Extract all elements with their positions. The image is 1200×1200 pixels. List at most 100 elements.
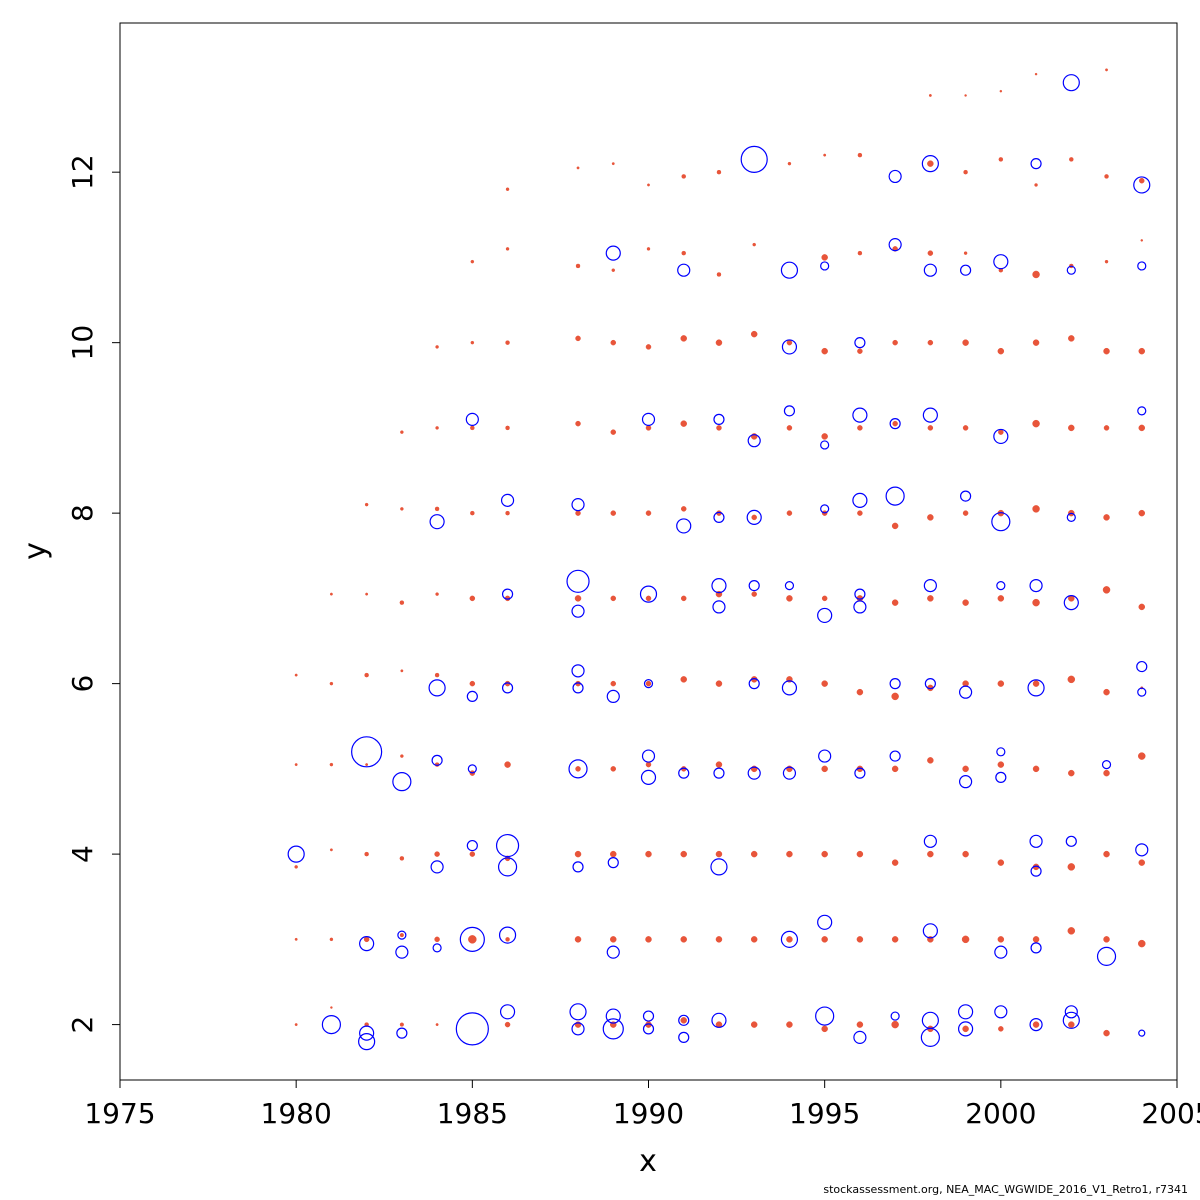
positive-bubble bbox=[786, 850, 793, 858]
positive-bubble bbox=[610, 850, 617, 858]
positive-bubble bbox=[1067, 675, 1076, 684]
negative-bubble bbox=[712, 600, 726, 614]
positive-bubble bbox=[1140, 239, 1144, 242]
negative-bubble bbox=[889, 750, 901, 762]
positive-bubble bbox=[294, 937, 298, 941]
positive-bubble bbox=[891, 765, 899, 773]
positive-bubble bbox=[1032, 505, 1040, 513]
positive-bubble bbox=[1103, 688, 1110, 696]
negative-bubble bbox=[1135, 843, 1149, 857]
y-tick-label: 4 bbox=[66, 845, 99, 863]
negative-bubble bbox=[602, 1018, 624, 1040]
positive-bubble bbox=[997, 859, 1005, 866]
positive-bubble bbox=[400, 507, 404, 511]
positive-bubble bbox=[821, 765, 828, 773]
positive-bubble bbox=[1139, 177, 1145, 184]
positive-bubble bbox=[786, 1021, 793, 1028]
y-tick-label: 10 bbox=[66, 325, 99, 361]
negative-bubble bbox=[922, 923, 938, 939]
positive-bubble bbox=[399, 856, 405, 861]
negative-bubble bbox=[957, 1004, 974, 1020]
positive-bubble bbox=[575, 335, 581, 342]
negative-bubble bbox=[1029, 578, 1043, 593]
positive-bubble bbox=[857, 425, 863, 431]
negative-bubble bbox=[1030, 158, 1042, 170]
positive-bubble bbox=[645, 936, 652, 943]
negative-bubble bbox=[957, 1021, 974, 1037]
negative-bubble bbox=[854, 767, 866, 779]
x-tick-label: 1980 bbox=[261, 1097, 332, 1130]
positive-bubble bbox=[645, 344, 652, 350]
positive-bubble bbox=[1103, 769, 1110, 777]
positive-bubble bbox=[927, 595, 934, 602]
positive-bubble bbox=[927, 425, 934, 431]
negative-bubble bbox=[642, 1010, 655, 1022]
positive-bubble bbox=[680, 420, 687, 427]
positive-bubble bbox=[750, 1021, 758, 1028]
positive-bubble bbox=[821, 680, 828, 687]
positive-bubble bbox=[470, 510, 475, 516]
positive-bubble bbox=[857, 250, 863, 256]
positive-bubble bbox=[400, 669, 404, 673]
positive-bubble bbox=[750, 936, 758, 943]
positive-bubble bbox=[1138, 424, 1146, 432]
negative-bubble bbox=[1063, 595, 1079, 611]
positive-bubble bbox=[399, 1022, 404, 1027]
negative-bubble bbox=[852, 407, 868, 423]
positive-bubble bbox=[1032, 419, 1040, 428]
positive-bubble bbox=[1103, 425, 1110, 431]
positive-bubble bbox=[857, 510, 863, 516]
positive-bubble bbox=[856, 850, 864, 858]
positive-bubble bbox=[329, 592, 333, 596]
positive-bubble bbox=[998, 1026, 1004, 1032]
negative-bubble bbox=[888, 169, 902, 184]
positive-bubble bbox=[680, 1017, 687, 1024]
positive-bubble bbox=[998, 157, 1004, 162]
positive-bubble bbox=[1032, 1021, 1040, 1028]
positive-bubble bbox=[716, 169, 722, 175]
negative-bubble bbox=[572, 682, 584, 694]
negative-bubble bbox=[747, 766, 761, 780]
x-axis: 1975 1980 1985 1990 1995 2000 2005 bbox=[84, 1079, 1200, 1130]
negative-bubble bbox=[606, 945, 620, 959]
positive-bubble bbox=[610, 339, 617, 346]
positive-bubble bbox=[963, 169, 968, 175]
positive-bubble bbox=[680, 506, 687, 512]
positive-bubble bbox=[927, 339, 934, 346]
negative-bubble bbox=[1133, 176, 1151, 194]
negative-bubble bbox=[711, 1012, 727, 1028]
positive-bubble bbox=[716, 272, 722, 277]
positive-bubble bbox=[821, 254, 828, 261]
negative-bubble bbox=[1138, 1029, 1146, 1037]
positive-bubble bbox=[574, 936, 582, 943]
negative-bubble bbox=[676, 518, 692, 534]
negative-bubble bbox=[466, 690, 478, 703]
negative-bubble bbox=[500, 493, 515, 507]
negative-bubble bbox=[1029, 834, 1043, 848]
positive-bubble bbox=[646, 247, 651, 251]
positive-bubble bbox=[891, 692, 899, 701]
positive-bubble bbox=[821, 595, 828, 602]
positive-bubble bbox=[680, 595, 687, 602]
positive-bubble bbox=[610, 766, 617, 772]
positive-bubble bbox=[997, 936, 1005, 943]
positive-bubble bbox=[329, 681, 334, 686]
negative-bubble bbox=[996, 747, 1006, 757]
positive-bubble bbox=[1032, 598, 1040, 607]
positive-bubble bbox=[1103, 936, 1110, 943]
positive-bubble bbox=[505, 340, 510, 345]
positive-bubble bbox=[610, 680, 617, 687]
positive-bubble bbox=[715, 339, 723, 346]
positive-bubble bbox=[329, 848, 333, 852]
negative-bubble bbox=[780, 930, 799, 948]
positive-bubble bbox=[575, 263, 581, 269]
positive-bubble bbox=[1068, 1021, 1075, 1028]
positive-bubble bbox=[294, 865, 298, 869]
negative-bubble bbox=[817, 914, 833, 930]
positive-bubble bbox=[1032, 339, 1040, 346]
positive-bubble bbox=[1034, 183, 1038, 187]
positive-bubble bbox=[891, 936, 899, 943]
negative-bubble bbox=[959, 490, 972, 502]
positive-bubble bbox=[399, 933, 404, 938]
